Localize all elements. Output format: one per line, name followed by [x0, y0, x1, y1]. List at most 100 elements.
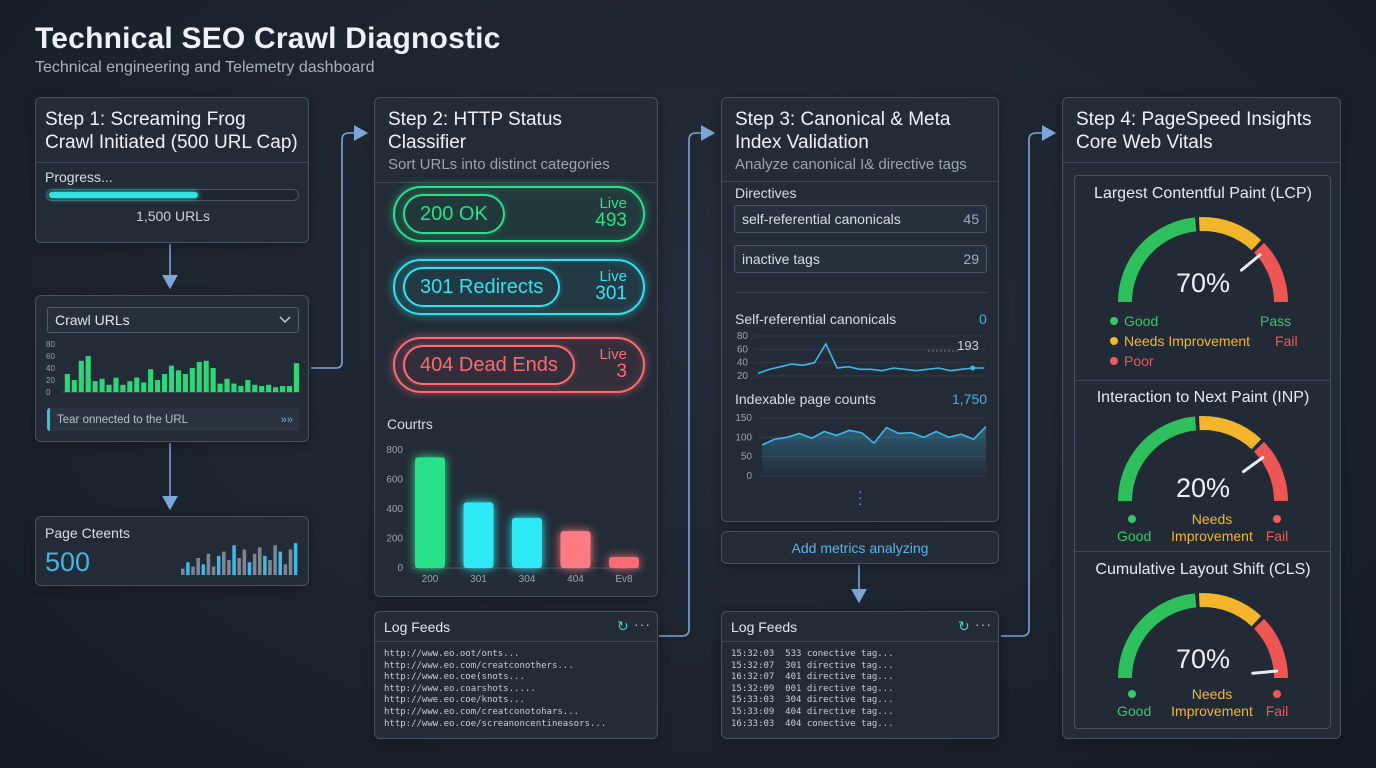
step2-subtitle: Sort URLs into distinct categories — [388, 156, 610, 173]
step1-card: Step 1: Screaming Frog Crawl Initiated (… — [35, 97, 309, 243]
status-x-tick: 404 — [567, 574, 584, 585]
live-value: 493 — [595, 210, 627, 231]
status-chart-title: Courtrs — [387, 416, 433, 432]
crawl-bar — [259, 386, 265, 392]
directive-label: inactive tags — [742, 251, 820, 267]
crawl-bar — [78, 360, 84, 392]
progress-fill — [49, 192, 199, 198]
crawl-y-tick: 0 — [46, 388, 51, 396]
crawl-bar — [85, 356, 91, 392]
gauge-arc — [1118, 416, 1197, 502]
canonicals-chart-value: 0 — [979, 311, 987, 327]
crawl-bar — [141, 382, 147, 392]
step3-log-card: Log Feeds ↻ ··· 15:32:03 533 conective t… — [721, 611, 999, 739]
status-bar — [609, 556, 639, 568]
step3-log-header: Log Feeds ↻ ··· — [722, 612, 998, 642]
status-y-tick: 0 — [397, 563, 403, 574]
log-line: http://www.eo.com/creatconothers... — [384, 660, 574, 671]
progress-label: Progress... — [45, 169, 113, 185]
crawl-bar — [120, 384, 126, 392]
refresh-icon[interactable]: ↻ — [958, 618, 970, 634]
crawl-bar — [252, 384, 258, 392]
crawl-urls-select-value: Crawl URLs — [55, 312, 130, 328]
status-x-tick: Ev8 — [615, 574, 633, 585]
step2-log-header: Log Feeds ↻ ··· — [375, 612, 657, 642]
step2-log-title: Log Feeds — [384, 619, 451, 635]
crawl-bar — [64, 374, 70, 392]
spark-bar — [227, 560, 231, 575]
directive-row[interactable]: self-referential canonicals 45 — [734, 205, 987, 233]
crawl-bar — [245, 380, 251, 392]
canon-line — [757, 342, 984, 375]
indexable-chart-label: Indexable page counts — [735, 391, 876, 407]
index-line — [761, 425, 987, 446]
crawl-y-tick: 80 — [46, 340, 55, 349]
status-pill[interactable]: 200 OK Live 493 — [393, 186, 645, 242]
crawl-bar — [273, 387, 279, 392]
status-live-count: Live 301 — [595, 269, 627, 304]
dot-icon — [1128, 690, 1136, 698]
log-line: 15:32:03 533 conective tag... — [731, 649, 894, 659]
crawl-bar — [217, 383, 223, 392]
crawl-bar — [148, 369, 154, 392]
step3-title: Step 3: Canonical & Meta Index Validatio… — [735, 109, 951, 153]
gauge-arc — [1118, 217, 1197, 303]
cls-needs-label: Needs Improvement — [1171, 686, 1253, 719]
legend-needs-improvement: Needs Improvement — [1110, 333, 1250, 349]
spark-bar — [268, 560, 272, 575]
add-metrics-button[interactable]: Add metrics analyzing — [721, 531, 999, 564]
status-bar — [512, 517, 542, 568]
crawl-urls-select[interactable]: Crawl URLs — [47, 307, 299, 333]
directive-value: 29 — [963, 251, 979, 267]
step1-title: Step 1: Screaming Frog Crawl Initiated (… — [45, 109, 298, 153]
inp-value: 20% — [1175, 473, 1231, 503]
live-value: 301 — [595, 283, 627, 304]
crawl-bar — [224, 378, 230, 392]
status-pill[interactable]: 404 Dead Ends Live 3 — [393, 337, 645, 393]
status-bar — [415, 457, 445, 568]
crawl-bar — [286, 386, 293, 392]
refresh-icon[interactable]: ↻ — [617, 618, 629, 634]
inp-good-label: Good — [1117, 511, 1151, 545]
crawl-bar — [231, 383, 237, 392]
spark-bar — [181, 568, 185, 575]
step2-log-card: Log Feeds ↻ ··· http://www.eo.oot/onts..… — [374, 611, 658, 739]
log-line: http://www.eo.coarshots..... — [384, 683, 536, 694]
gauge-arc — [1253, 242, 1288, 303]
crawl-bar — [99, 378, 105, 392]
spark-bar — [196, 558, 200, 575]
page-counts-card: Page Cteents 500 — [35, 516, 309, 586]
more-vertical-icon[interactable]: · · · — [858, 483, 863, 511]
dot-icon — [1110, 317, 1118, 325]
inp-title: Interaction to Next Paint (INP) — [1096, 389, 1310, 406]
crawl-bar — [293, 363, 299, 392]
log-line: 15:33:09 404 directive tag... — [731, 706, 894, 717]
more-horizontal-icon[interactable]: ··· — [634, 616, 651, 632]
canon-marker-value: 193 — [957, 338, 979, 353]
spark-bar — [247, 562, 252, 575]
double-chevron-right-icon[interactable]: »» — [280, 413, 293, 426]
directives-label: Directives — [735, 185, 797, 201]
canon-y-tick: 40 — [737, 358, 749, 369]
gauge-needle — [1241, 456, 1265, 474]
status-pill-label: 200 OK — [403, 194, 505, 234]
status-x-tick: 304 — [519, 574, 536, 585]
status-y-tick: 600 — [386, 475, 403, 486]
directive-row[interactable]: inactive tags 29 — [734, 245, 987, 273]
spark-bar — [293, 543, 298, 575]
crawl-y-tick: 20 — [46, 376, 55, 385]
more-horizontal-icon[interactable]: ··· — [975, 616, 992, 632]
crawl-bar — [155, 380, 161, 392]
spark-bar — [211, 566, 216, 575]
indexable-area-chart: 150 100 50 0 — [735, 413, 987, 482]
index-y-tick: 0 — [746, 471, 752, 482]
log-line: http://www.eo.coe(snots... — [384, 672, 525, 683]
gauge-arc — [1253, 618, 1288, 679]
dot-icon — [1110, 357, 1118, 365]
status-y-tick: 400 — [386, 504, 403, 515]
status-pill[interactable]: 301 Redirects Live 301 — [393, 259, 645, 315]
spark-bar — [278, 551, 283, 575]
crawl-y-tick: 40 — [46, 364, 55, 373]
canon-y-tick: 60 — [737, 344, 749, 355]
status-y-tick: 200 — [386, 534, 403, 545]
